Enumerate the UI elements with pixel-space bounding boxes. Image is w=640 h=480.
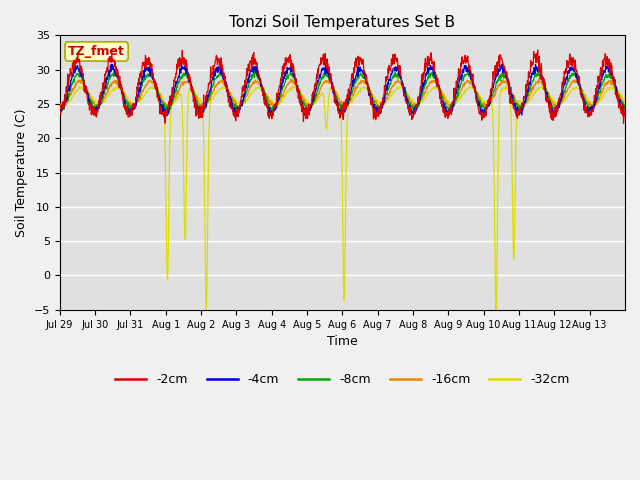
Legend: -2cm, -4cm, -8cm, -16cm, -32cm: -2cm, -4cm, -8cm, -16cm, -32cm [110, 368, 575, 391]
Title: Tonzi Soil Temperatures Set B: Tonzi Soil Temperatures Set B [229, 15, 456, 30]
X-axis label: Time: Time [327, 335, 358, 348]
Text: TZ_fmet: TZ_fmet [68, 45, 125, 58]
Y-axis label: Soil Temperature (C): Soil Temperature (C) [15, 108, 28, 237]
